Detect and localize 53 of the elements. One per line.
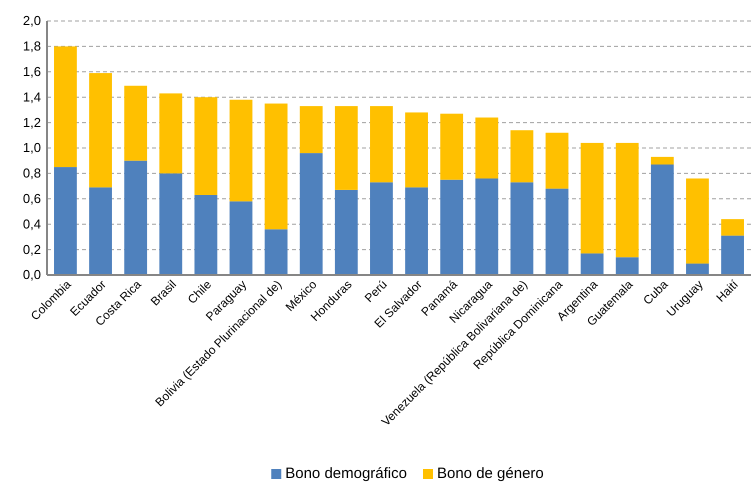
bar [334,190,358,275]
bar [230,100,252,202]
legend-label: Bono de género [436,465,544,482]
bar [89,73,112,188]
bar [440,180,464,275]
bar [54,46,77,168]
bar [546,132,568,189]
bar [370,106,393,182]
bar [194,97,218,195]
bar [686,178,709,264]
y-tick-label: 0,0 [22,267,41,282]
bar [300,153,323,275]
legend-label: Bono demográfico [285,465,407,482]
bar [159,173,182,275]
y-tick-label: 1,0 [22,140,41,156]
y-tick-label: 0,8 [22,166,41,181]
bar [334,106,358,190]
bar [546,188,568,275]
bar [616,257,639,275]
bar [440,114,464,180]
bar [650,156,674,165]
y-tick-label: 1,6 [22,64,41,79]
bar [264,229,288,275]
bar [405,187,428,275]
bar [510,182,534,275]
bar [230,201,252,275]
bar [721,236,744,275]
y-tick-label: 1,8 [22,38,41,54]
bar [264,104,288,230]
bar [616,142,639,258]
bar [124,160,148,275]
y-tick-label: 0,4 [22,216,41,232]
bar [721,219,744,236]
bar [510,130,534,182]
y-tick-label: 1,4 [22,89,41,104]
bar [54,167,77,275]
y-tick-label: 2,0 [22,13,41,28]
bar [580,253,604,275]
bar [370,182,393,275]
bar [300,106,323,154]
bar [194,194,218,275]
bar [89,187,112,275]
y-tick-label: 0,2 [22,242,41,257]
bar [686,264,709,275]
y-tick-label: 1,2 [22,114,41,130]
bar [650,164,674,275]
y-tick-label: 0,6 [22,190,41,206]
bar [475,118,498,178]
bar [475,178,498,275]
bar [159,93,182,174]
bar [124,86,148,161]
bar [405,112,428,188]
bar [580,142,604,254]
